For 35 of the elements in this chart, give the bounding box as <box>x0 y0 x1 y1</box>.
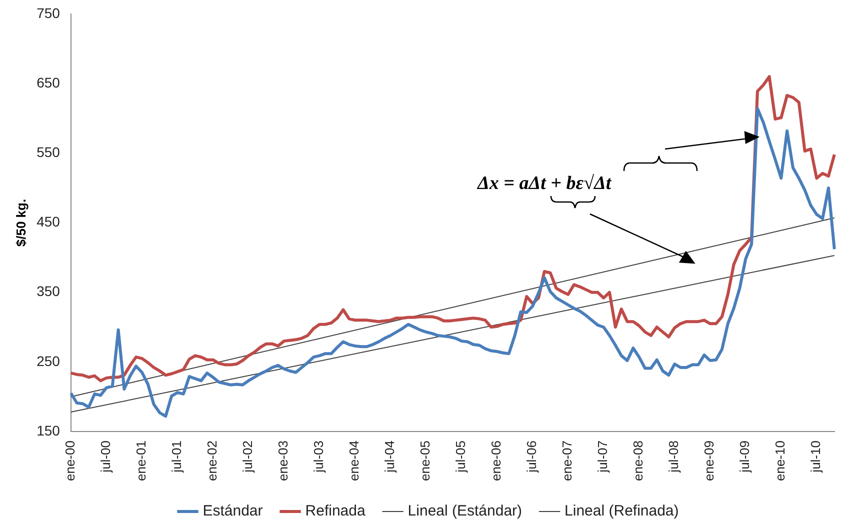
x-tick-label: jul-05 <box>453 440 468 474</box>
legend-label: Refinada <box>305 502 366 520</box>
x-tick-label: ene-10 <box>772 440 788 482</box>
legend-label: Estándar <box>202 502 263 520</box>
x-tick-label: jul-04 <box>382 440 398 474</box>
legend-label: Lineal (Estándar) <box>408 502 522 520</box>
y-axis-title: $/50 kg. <box>13 198 28 247</box>
x-tick-label: ene-08 <box>630 440 646 482</box>
x-tick-label: ene-06 <box>488 440 504 482</box>
y-tick-label: 550 <box>36 144 60 160</box>
x-tick-label: ene-09 <box>702 440 717 482</box>
y-tick-label: 750 <box>36 4 60 21</box>
x-tick-label: ene-02 <box>204 440 220 482</box>
x-tick-label: ene-05 <box>418 440 433 482</box>
x-tick-label: ene-04 <box>346 440 362 482</box>
y-tick-label: 150 <box>36 422 60 438</box>
x-tick-label: ene-03 <box>276 440 291 482</box>
x-tick-label: jul-00 <box>98 440 114 474</box>
x-tick-label: jul-08 <box>666 440 682 474</box>
x-tick-label: ene-01 <box>134 440 149 482</box>
x-tick-label: jul-09 <box>737 440 752 474</box>
x-tick-label: jul-01 <box>169 440 184 474</box>
annotation: Δx = aΔt + bε√Δt <box>476 172 612 194</box>
y-tick-label: 250 <box>36 352 60 369</box>
x-tick-label: ene-07 <box>560 440 575 482</box>
x-tick-label: jul-02 <box>240 440 256 474</box>
x-tick-label: ene-00 <box>62 440 78 482</box>
legend-label: Lineal (Refinada) <box>564 502 679 520</box>
x-tick-label: jul-06 <box>524 440 540 474</box>
x-tick-label: jul-03 <box>311 440 326 474</box>
y-tick-label: 350 <box>36 283 60 300</box>
x-tick-label: jul-10 <box>808 440 824 474</box>
y-tick-label: 450 <box>36 214 60 230</box>
x-tick-label: jul-07 <box>595 440 610 474</box>
y-tick-label: 650 <box>36 74 60 90</box>
